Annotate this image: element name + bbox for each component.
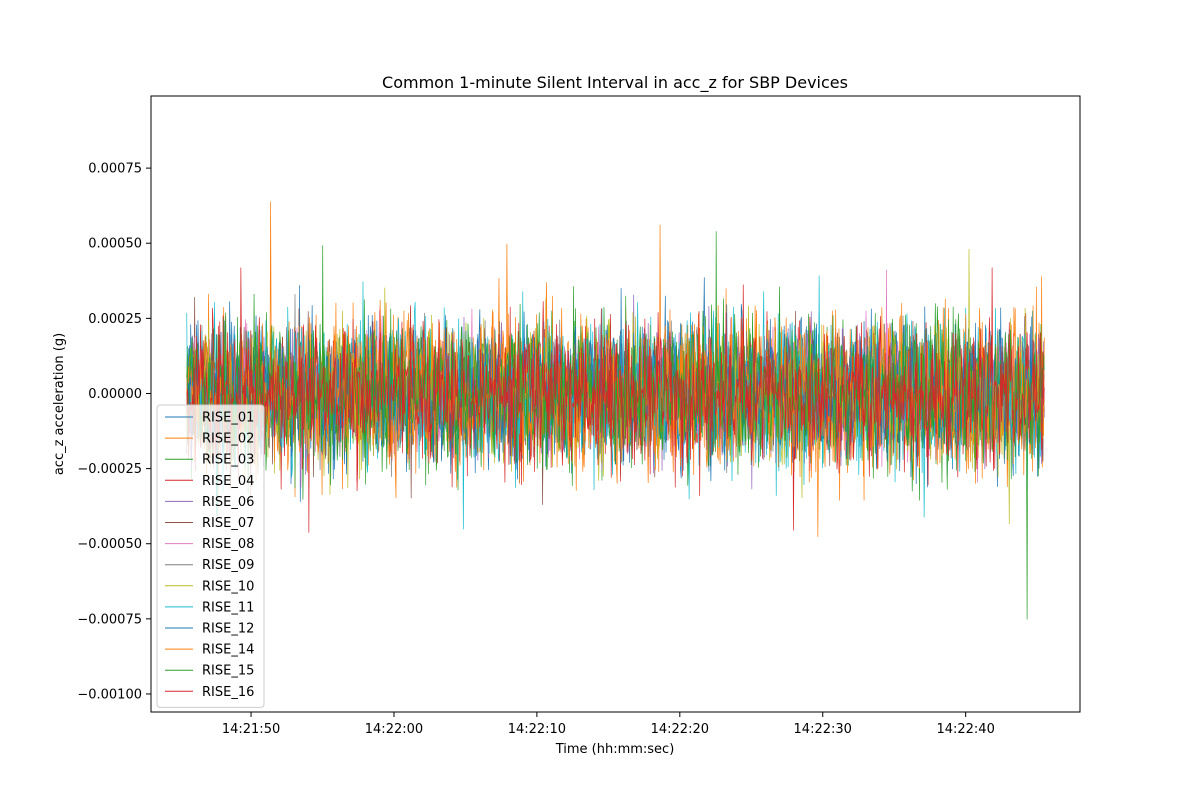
x-axis: 14:21:50 14:22:00 14:22:10 14:22:20 14:22:30… (222, 712, 995, 737)
series-layer (186, 201, 1045, 620)
y-tick-label: 0.00000 (88, 387, 142, 402)
legend-entry-label: RISE_16 (202, 685, 254, 700)
x-tick-label: 14:22:00 (365, 722, 423, 737)
legend-entry-label: RISE_02 (202, 432, 254, 447)
x-axis-label: Time (hh:mm:sec) (555, 742, 675, 757)
legend-entry-label: RISE_09 (202, 558, 254, 573)
y-tick-label: 0.00075 (88, 162, 142, 177)
legend-entry-label: RISE_07 (202, 516, 254, 531)
legend-entry-label: RISE_08 (202, 537, 254, 552)
legend-entry-label: RISE_06 (202, 495, 254, 510)
legend-entry-label: RISE_14 (202, 643, 254, 658)
x-tick-label: 14:22:10 (508, 722, 566, 737)
y-tick-label: 0.00025 (88, 312, 142, 327)
x-tick-label: 14:22:30 (794, 722, 852, 737)
legend: RISE_01 RISE_02 RISE_03 RISE_04 RISE_06 RISE_… (156, 404, 265, 708)
legend-entry-label: RISE_15 (202, 664, 254, 679)
y-tick-label: −0.00025 (77, 462, 142, 477)
y-tick-label: −0.00050 (77, 537, 142, 552)
y-tick-label: −0.00075 (77, 612, 142, 627)
legend-entry-label: RISE_11 (202, 600, 254, 615)
series-line-rise-16 (186, 267, 1045, 531)
x-tick-label: 14:22:40 (936, 722, 994, 737)
x-tick-label: 14:21:50 (222, 722, 280, 737)
y-tick-label: 0.00050 (88, 237, 142, 252)
y-axis: 0.00075 0.00050 0.00025 0.00000 −0.00025 −0.0… (77, 162, 151, 702)
y-tick-label: −0.00100 (77, 687, 142, 702)
chart-title: Common 1-minute Silent Interval in acc_z… (382, 73, 848, 93)
legend-box (156, 404, 265, 708)
legend-entry-label: RISE_03 (202, 453, 254, 468)
legend-entry-label: RISE_10 (202, 579, 254, 594)
y-axis-label: acc_z acceleration (g) (52, 333, 67, 475)
legend-entry-label: RISE_04 (202, 474, 254, 489)
legend-entry-label: RISE_12 (202, 622, 254, 637)
x-tick-label: 14:22:20 (651, 722, 709, 737)
legend-entry-label: RISE_01 (202, 411, 254, 426)
plot-area-frame (150, 95, 1081, 713)
